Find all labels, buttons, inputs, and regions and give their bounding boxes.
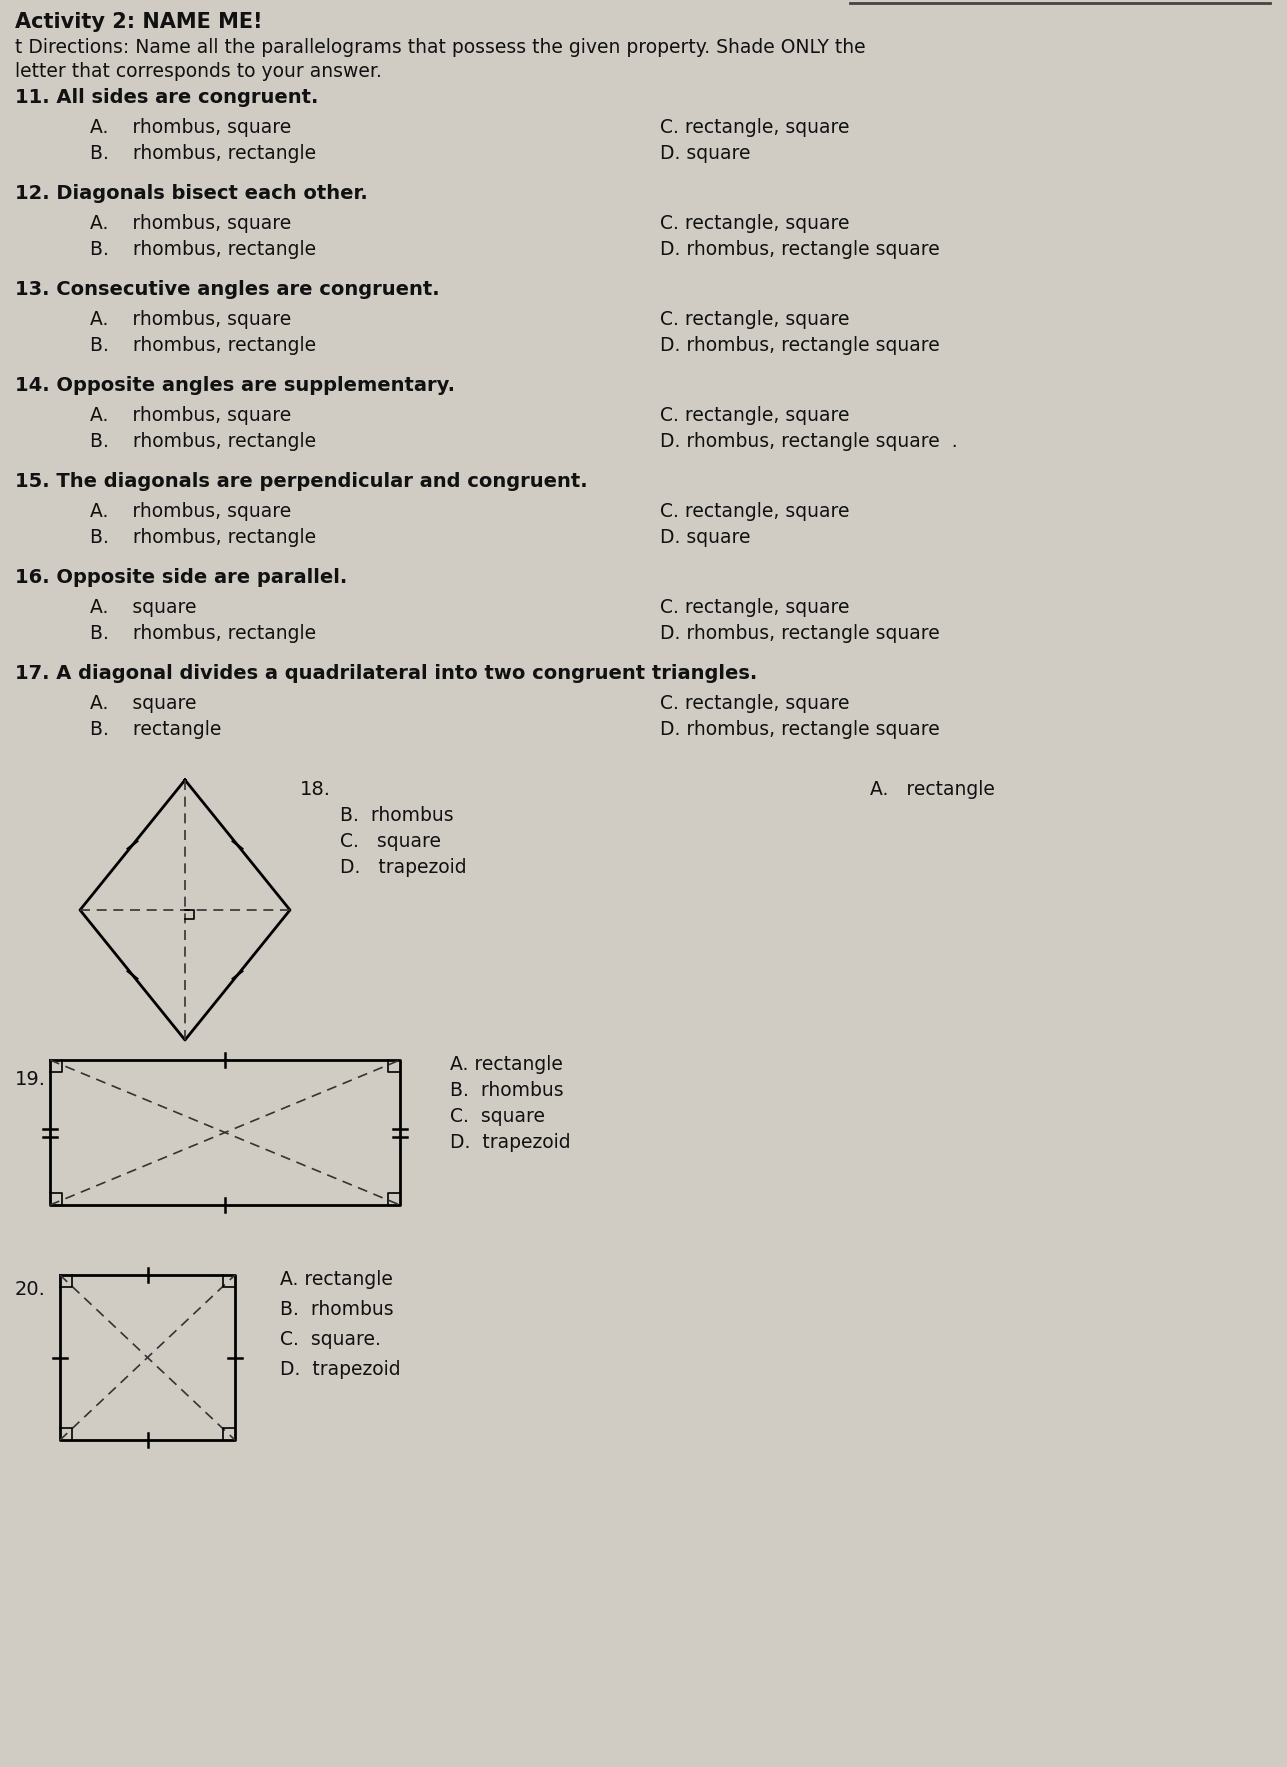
Text: A.    rhombus, square: A. rhombus, square	[90, 406, 291, 426]
Text: D.  trapezoid: D. trapezoid	[281, 1361, 400, 1378]
Text: C. rectangle, square: C. rectangle, square	[660, 406, 849, 426]
Text: D. rhombus, rectangle square  .: D. rhombus, rectangle square .	[660, 431, 958, 451]
Text: 13. Consecutive angles are congruent.: 13. Consecutive angles are congruent.	[15, 279, 440, 299]
Text: D. square: D. square	[660, 528, 750, 548]
Text: t Directions: Name all the parallelograms that possess the given property. Shade: t Directions: Name all the parallelogram…	[15, 39, 866, 57]
Text: A. rectangle: A. rectangle	[281, 1270, 393, 1288]
Text: 11. All sides are congruent.: 11. All sides are congruent.	[15, 88, 318, 108]
Text: C.   square: C. square	[340, 832, 441, 852]
Text: 15. The diagonals are perpendicular and congruent.: 15. The diagonals are perpendicular and …	[15, 472, 588, 491]
Text: B.    rhombus, rectangle: B. rhombus, rectangle	[90, 336, 317, 355]
Text: A.    rhombus, square: A. rhombus, square	[90, 309, 291, 329]
Text: 20.: 20.	[15, 1279, 46, 1299]
Text: C.  square: C. square	[450, 1106, 544, 1126]
Text: D. rhombus, rectangle square: D. rhombus, rectangle square	[660, 719, 940, 739]
Text: B.  rhombus: B. rhombus	[450, 1081, 564, 1101]
Text: D.   trapezoid: D. trapezoid	[340, 859, 467, 876]
Text: D. square: D. square	[660, 143, 750, 163]
Text: 12. Diagonals bisect each other.: 12. Diagonals bisect each other.	[15, 184, 368, 203]
Text: A.    rhombus, square: A. rhombus, square	[90, 214, 291, 233]
Text: C. rectangle, square: C. rectangle, square	[660, 118, 849, 138]
Text: A.    rhombus, square: A. rhombus, square	[90, 502, 291, 521]
Text: C. rectangle, square: C. rectangle, square	[660, 597, 849, 617]
Text: A.    square: A. square	[90, 597, 197, 617]
Text: D. rhombus, rectangle square: D. rhombus, rectangle square	[660, 336, 940, 355]
Text: A.    square: A. square	[90, 694, 197, 714]
Text: 16. Opposite side are parallel.: 16. Opposite side are parallel.	[15, 567, 347, 587]
Text: 17. A diagonal divides a quadrilateral into two congruent triangles.: 17. A diagonal divides a quadrilateral i…	[15, 664, 757, 684]
Text: B.    rectangle: B. rectangle	[90, 719, 221, 739]
Text: 19.: 19.	[15, 1071, 46, 1088]
Text: A.    rhombus, square: A. rhombus, square	[90, 118, 291, 138]
Text: C. rectangle, square: C. rectangle, square	[660, 214, 849, 233]
Text: B.    rhombus, rectangle: B. rhombus, rectangle	[90, 143, 317, 163]
Text: D. rhombus, rectangle square: D. rhombus, rectangle square	[660, 240, 940, 260]
Text: B.    rhombus, rectangle: B. rhombus, rectangle	[90, 528, 317, 548]
Text: B.    rhombus, rectangle: B. rhombus, rectangle	[90, 431, 317, 451]
Text: D. rhombus, rectangle square: D. rhombus, rectangle square	[660, 624, 940, 643]
Text: D.  trapezoid: D. trapezoid	[450, 1133, 570, 1152]
Text: C. rectangle, square: C. rectangle, square	[660, 309, 849, 329]
Text: Activity 2: NAME ME!: Activity 2: NAME ME!	[15, 12, 263, 32]
Text: B.    rhombus, rectangle: B. rhombus, rectangle	[90, 240, 317, 260]
Text: A. rectangle: A. rectangle	[450, 1055, 562, 1074]
Text: C. rectangle, square: C. rectangle, square	[660, 502, 849, 521]
Text: B.    rhombus, rectangle: B. rhombus, rectangle	[90, 624, 317, 643]
Text: A.   rectangle: A. rectangle	[870, 779, 995, 799]
Text: C.  square.: C. square.	[281, 1331, 381, 1348]
Text: B.  rhombus: B. rhombus	[340, 806, 453, 825]
Text: 14. Opposite angles are supplementary.: 14. Opposite angles are supplementary.	[15, 376, 456, 396]
Text: 18.: 18.	[300, 779, 331, 799]
Text: C. rectangle, square: C. rectangle, square	[660, 694, 849, 714]
Text: B.  rhombus: B. rhombus	[281, 1301, 394, 1318]
Text: letter that corresponds to your answer.: letter that corresponds to your answer.	[15, 62, 382, 81]
